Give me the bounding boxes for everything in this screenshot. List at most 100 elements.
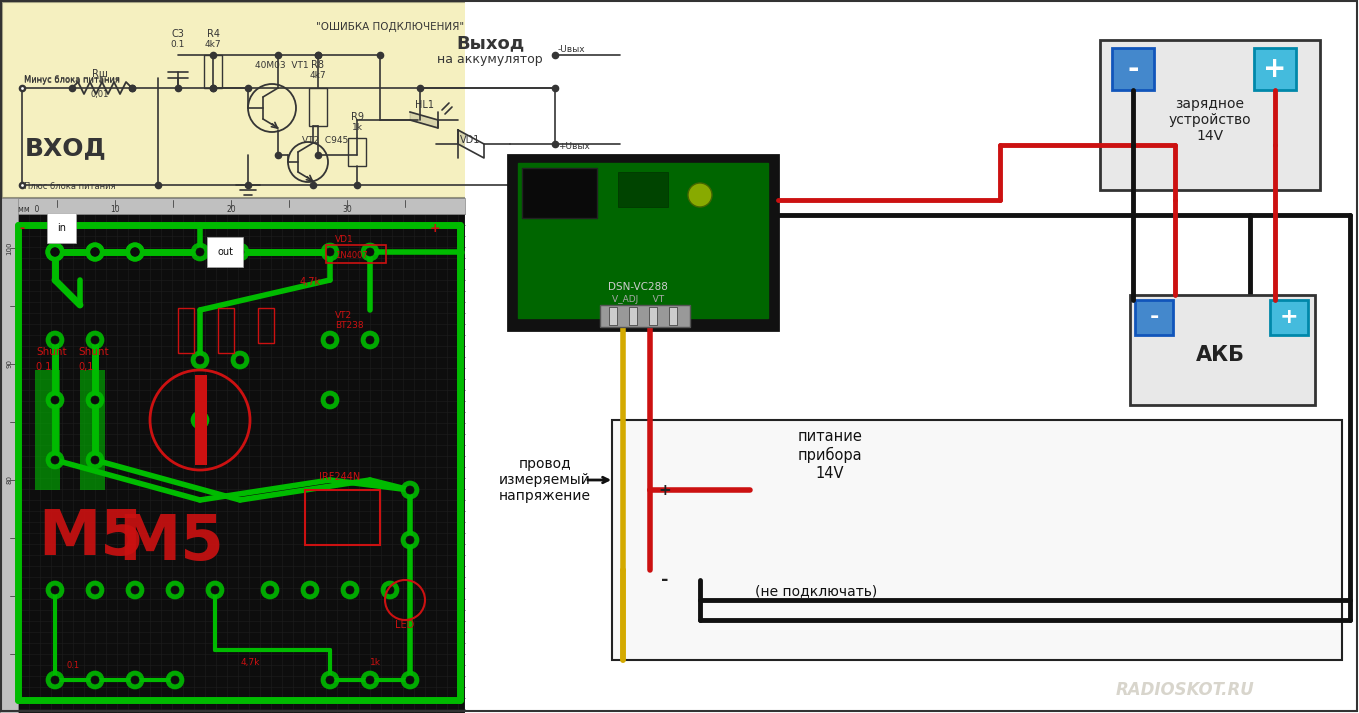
Bar: [601, 305, 690, 327]
Circle shape: [130, 676, 139, 684]
Circle shape: [91, 456, 99, 464]
Bar: [522, 168, 597, 218]
Text: 80: 80: [5, 476, 12, 485]
Text: in: in: [57, 223, 67, 233]
Text: +Uвых: +Uвых: [559, 142, 590, 151]
Text: 90: 90: [5, 359, 12, 369]
Circle shape: [91, 396, 99, 404]
Circle shape: [86, 331, 105, 349]
Circle shape: [126, 243, 144, 261]
Text: питание
прибора
14V: питание прибора 14V: [798, 429, 863, 481]
Circle shape: [361, 243, 379, 261]
Circle shape: [192, 243, 209, 261]
Text: 10: 10: [110, 205, 120, 213]
Text: АКБ: АКБ: [1196, 345, 1245, 365]
Text: Минус блока питания: Минус блока питания: [24, 76, 120, 85]
Text: IRF244N: IRF244N: [319, 472, 360, 482]
Circle shape: [171, 676, 179, 684]
Circle shape: [130, 248, 139, 256]
Circle shape: [91, 336, 99, 344]
Text: Плюс блока питания: Плюс блока питания: [24, 182, 116, 191]
Bar: [508, 155, 777, 330]
Bar: [204, 55, 222, 88]
Circle shape: [207, 581, 224, 599]
Text: зарядное
устройство
14V: зарядное устройство 14V: [1169, 97, 1252, 143]
Text: "ОШИБКА ПОДКЛЮЧЕНИЯ": "ОШИБКА ПОДКЛЮЧЕНИЯ": [315, 22, 463, 32]
Circle shape: [236, 248, 245, 256]
Circle shape: [361, 331, 379, 349]
Text: RADIOSKOT.RU: RADIOSKOT.RU: [1116, 681, 1254, 699]
Bar: [304, 490, 381, 545]
Circle shape: [86, 391, 105, 409]
Circle shape: [196, 416, 204, 424]
Text: 0,01: 0,01: [91, 90, 109, 99]
Bar: [0, 198, 465, 713]
Circle shape: [321, 671, 338, 689]
Text: V_ADJ     VT: V_ADJ VT: [612, 295, 665, 304]
Circle shape: [401, 671, 419, 689]
Circle shape: [192, 351, 209, 369]
Circle shape: [321, 243, 338, 261]
Circle shape: [347, 586, 353, 594]
Circle shape: [196, 248, 204, 256]
Circle shape: [91, 248, 99, 256]
Text: провод
измеряемый
напряжение: провод измеряемый напряжение: [499, 457, 591, 503]
Circle shape: [126, 243, 144, 261]
Text: мм  0: мм 0: [18, 205, 39, 213]
Text: 4,7k: 4,7k: [299, 277, 321, 287]
Text: M5: M5: [38, 508, 144, 568]
Circle shape: [321, 391, 338, 409]
Text: R4: R4: [207, 29, 220, 39]
Circle shape: [688, 183, 712, 207]
Text: out: out: [217, 247, 232, 257]
Circle shape: [401, 531, 419, 549]
Circle shape: [261, 581, 279, 599]
Circle shape: [300, 581, 319, 599]
Circle shape: [386, 586, 394, 594]
Circle shape: [91, 676, 99, 684]
Circle shape: [52, 248, 58, 256]
Text: 0.1: 0.1: [171, 40, 185, 49]
Bar: [465, 0, 1359, 713]
Circle shape: [326, 336, 334, 344]
Circle shape: [46, 243, 64, 261]
Bar: [348, 138, 366, 166]
Text: ВХОД: ВХОД: [24, 136, 107, 160]
Text: +: +: [429, 222, 440, 235]
Circle shape: [52, 586, 58, 594]
Text: -: -: [1127, 55, 1139, 83]
Bar: [1, 2, 559, 198]
Bar: [178, 308, 194, 353]
Text: HL1: HL1: [416, 100, 435, 110]
Bar: [1112, 48, 1154, 90]
Text: R8: R8: [311, 60, 325, 70]
Bar: [1271, 300, 1307, 335]
Circle shape: [46, 581, 64, 599]
Circle shape: [46, 243, 64, 261]
Circle shape: [91, 586, 99, 594]
Text: 0.1: 0.1: [67, 661, 80, 670]
Bar: [518, 163, 768, 318]
Circle shape: [326, 248, 334, 256]
Text: -: -: [1150, 307, 1159, 327]
Circle shape: [52, 676, 58, 684]
Text: (не подключать): (не подключать): [756, 584, 878, 598]
Polygon shape: [458, 130, 484, 158]
Circle shape: [401, 481, 419, 499]
Text: 4k7: 4k7: [310, 71, 326, 80]
Circle shape: [126, 581, 144, 599]
Circle shape: [166, 581, 183, 599]
Text: 0,1: 0,1: [77, 362, 94, 372]
Circle shape: [171, 586, 179, 594]
Text: VD1: VD1: [459, 135, 480, 145]
Bar: [217, 308, 234, 353]
Text: LED: LED: [395, 620, 414, 630]
Text: Shunt: Shunt: [77, 347, 109, 357]
Bar: [1135, 300, 1173, 335]
Text: VT2  С945: VT2 С945: [302, 136, 348, 145]
Text: 1k: 1k: [370, 658, 381, 667]
Circle shape: [266, 586, 275, 594]
Bar: [612, 420, 1341, 660]
Text: DSN-VC288: DSN-VC288: [607, 282, 667, 292]
Circle shape: [86, 671, 105, 689]
